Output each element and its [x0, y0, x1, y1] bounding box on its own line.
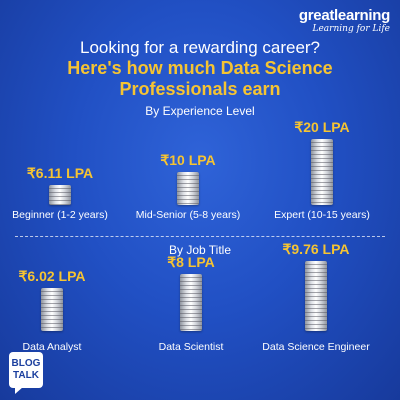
job-bar-3 [305, 261, 327, 331]
exp-value-label-3: ₹20 LPA [294, 119, 350, 135]
job-bar-1 [41, 288, 63, 331]
job-value-label-2: ₹8 LPA [167, 254, 215, 270]
exp-bar-1 [49, 185, 71, 205]
section-divider [15, 236, 385, 237]
exp-value-label-2: ₹10 LPA [160, 152, 216, 168]
exp-bar-2 [177, 172, 199, 205]
job-bar-2 [180, 274, 202, 331]
blog-talk-badge: BLOG TALK [9, 352, 43, 394]
exp-category-label-1: Beginner (1-2 years) [12, 209, 108, 221]
job-category-label-3: Data Science Engineer [262, 341, 370, 353]
headline: Looking for a rewarding career? [79, 38, 321, 57]
chart-title-experience: By Experience Level [145, 104, 255, 118]
brand-logo: greatlearning Learning for Life [299, 8, 390, 35]
badge-line-2: TALK [13, 370, 39, 381]
brand-name: greatlearning [298, 7, 390, 24]
job-category-label-2: Data Scientist [158, 341, 224, 353]
exp-category-label-3: Expert (10-15 years) [274, 209, 370, 221]
badge-line-1: BLOG [11, 358, 41, 369]
exp-category-label-2: Mid-Senior (5-8 years) [135, 209, 241, 221]
subheadline-line-1: Here's how much Data Science [67, 58, 333, 78]
job-category-label-1: Data Analyst [22, 341, 82, 353]
brand-tagline: Learning for Life [312, 24, 391, 34]
exp-value-label-1: ₹6.11 LPA [26, 165, 94, 181]
job-value-label-1: ₹6.02 LPA [18, 268, 86, 284]
exp-bar-3 [311, 139, 333, 205]
chart-title-job: By Job Title [168, 243, 232, 257]
job-value-label-3: ₹9.76 LPA [282, 241, 350, 257]
subheadline-line-2: Professionals earn [119, 79, 281, 99]
